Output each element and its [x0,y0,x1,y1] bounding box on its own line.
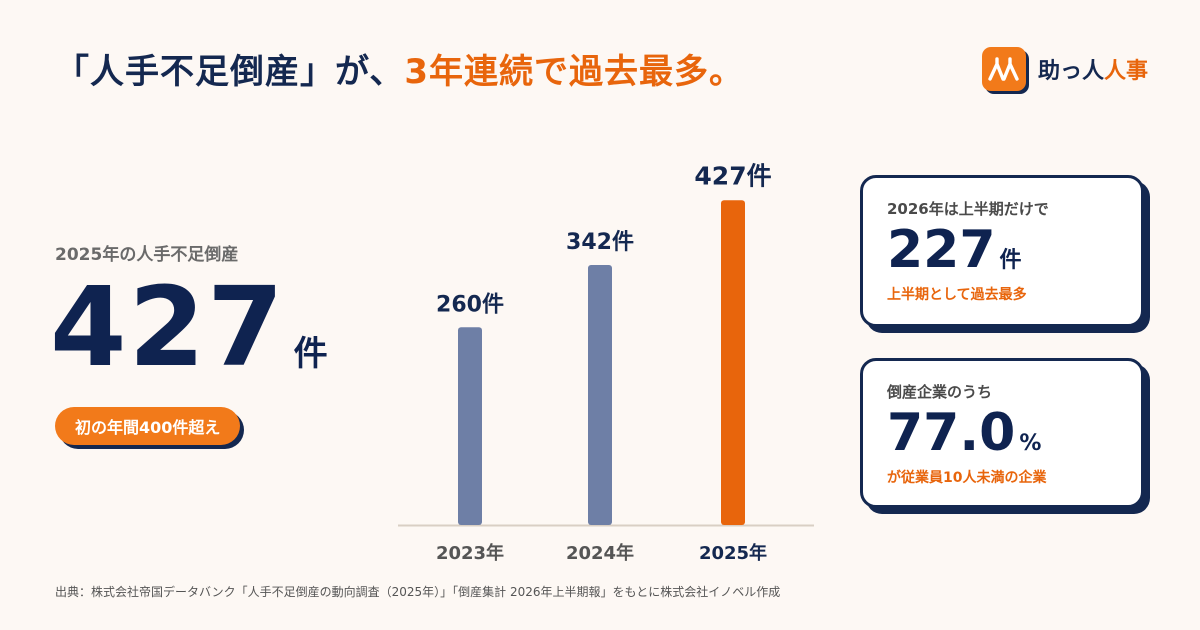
source-note: 出典：株式会社帝国データバンク「人手不足倒産の動向調査（2025年）」「倒産集計… [55,585,781,599]
headline: 「人手不足倒産」が、3年連続で過去最多。 [55,44,744,93]
card-value: 77.0 % [887,406,1117,461]
headline-part2: 3年連続で過去最多。 [404,52,744,92]
stat-card-small-companies: 倒産企業のうち 77.0 % が従業員10人未満の企業 [860,358,1144,508]
summary-label: 2025年の人手不足倒産 [55,245,239,265]
summary-unit: 件 [293,334,328,374]
summary-badge: 初の年間400件超え [55,407,241,445]
logo-text-part1: 助っ人 [1037,59,1104,84]
logo-text-part2: 人事 [1103,59,1148,84]
tick-label-2025年: 2025年 [699,542,767,564]
bar-2024年 [588,264,612,525]
headline-part1: 「人手不足倒産」が、 [55,52,405,92]
card-number: 227 [887,220,996,280]
summary-value: 427 件 [50,272,328,382]
card-unit: 件 [999,248,1022,273]
card-label: 倒産企業のうち [887,383,993,401]
card-unit: % [1019,431,1042,456]
card-number: 77.0 [887,403,1016,463]
logo-people-icon [988,57,1019,81]
tick-label-2023年: 2023年 [436,542,504,564]
card-value: 227 件 [887,223,1117,278]
data-label-2023年: 260件 [436,292,504,317]
logo-text: 助っ人人事 [1038,53,1148,85]
stat-card-first-half: 2026年は上半期だけで 227 件 上半期として過去最多 [860,175,1144,327]
bar-2023年 [458,327,482,525]
bar-2025年 [721,200,745,526]
data-label-2024年: 342件 [566,230,634,255]
data-label-2025年: 427件 [694,161,771,190]
summary-number: 427 [50,263,286,391]
tick-label-2024年: 2024年 [566,542,634,564]
card-label: 2026年は上半期だけで [887,200,1049,218]
brand-logo: 助っ人人事 [981,47,1148,91]
logo-mark-icon [981,47,1026,91]
card-sub: 上半期として過去最多 [887,286,1027,303]
card-sub: が従業員10人未満の企業 [887,469,1047,486]
bar-chart: 260件 2023年 342件 2024年 427件 2025年 [398,161,814,564]
